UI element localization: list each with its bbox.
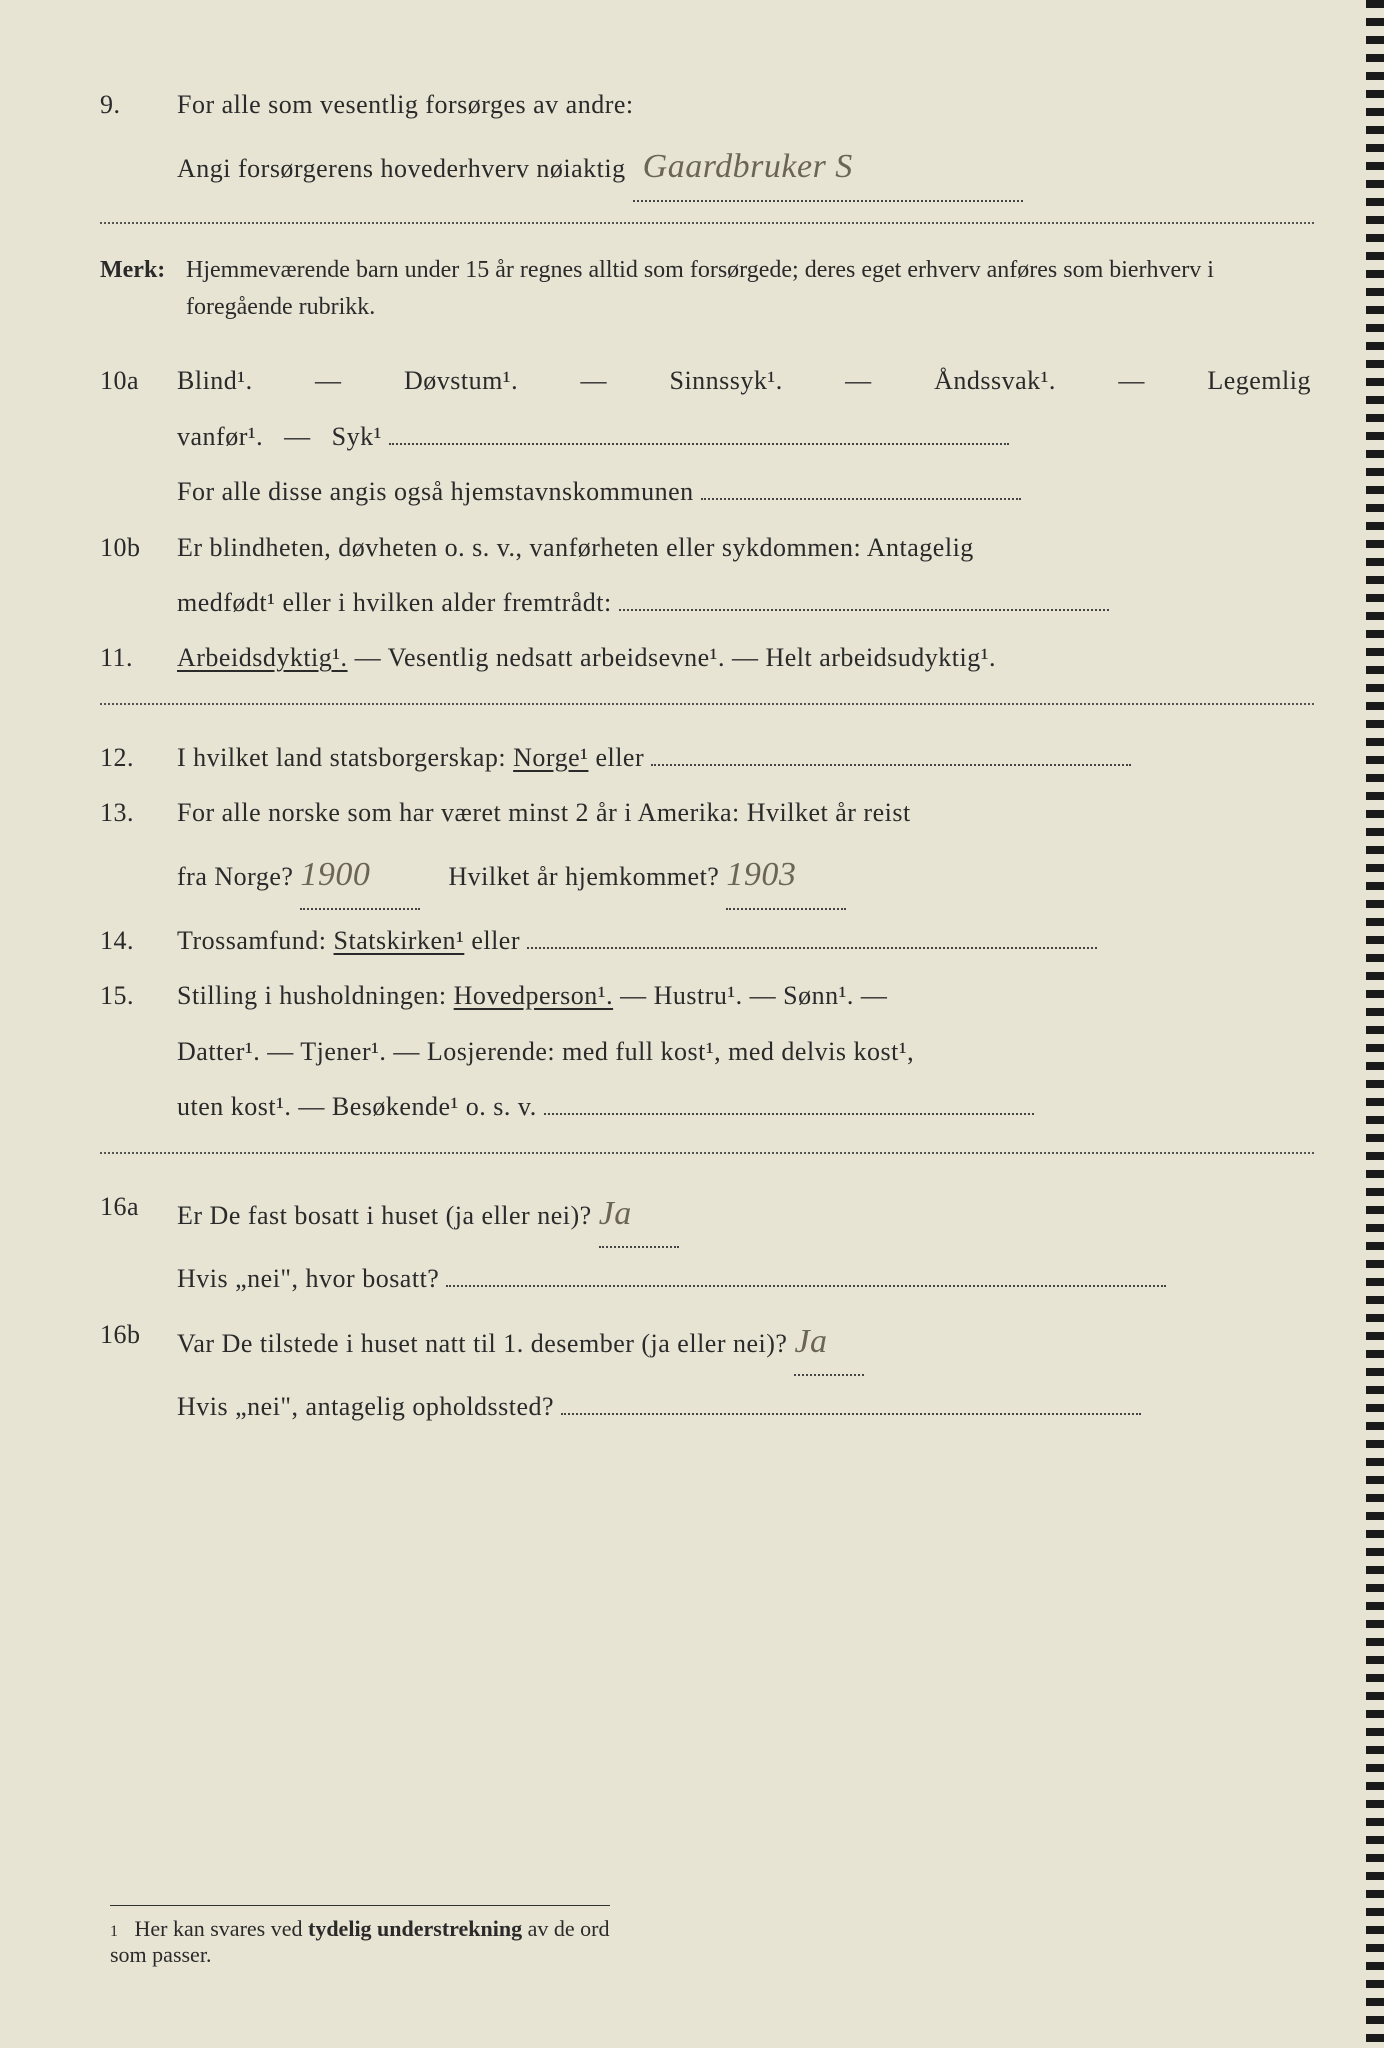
divider-1	[100, 222, 1314, 224]
q16a-hw: Ja	[599, 1195, 632, 1232]
q10a-opt1: Blind¹.	[177, 356, 253, 405]
q16a-fill2	[446, 1285, 1166, 1287]
q10a-opt2: Døvstum¹.	[404, 356, 518, 405]
q12-after: eller	[595, 743, 644, 772]
q11-number: 11.	[100, 633, 170, 682]
q11-line: 11. Arbeidsdyktig¹. — Vesentlig nedsatt …	[100, 633, 1314, 682]
q10b-text2: medfødt¹ eller i hvilken alder fremtrådt…	[177, 588, 612, 617]
q13-hw2: 1903	[726, 856, 796, 893]
q16b-fill1: Ja	[794, 1310, 864, 1377]
q16b-line2: Hvis „nei", antagelig opholdssted?	[100, 1382, 1314, 1431]
q14-text: Trossamfund:	[177, 926, 334, 955]
footnote-text: Her kan svares ved tydelig understreknin…	[110, 1916, 609, 1967]
q10a-opt5: Legemlig	[1207, 356, 1311, 405]
q9-fill: Gaardbruker S	[633, 135, 1023, 202]
q15-text1: Stilling i husholdningen:	[177, 981, 454, 1010]
q13-text2a: fra Norge?	[177, 862, 293, 891]
q9-number: 9.	[100, 80, 170, 129]
q9-text2: Angi forsørgerens hovederhverv nøiaktig	[177, 154, 626, 183]
q12-underlined: Norge¹	[513, 743, 588, 772]
q15-line3: uten kost¹. — Besøkende¹ o. s. v.	[100, 1082, 1314, 1131]
q16b-hw: Ja	[794, 1323, 827, 1360]
q15-underlined: Hovedperson¹.	[454, 981, 613, 1010]
q13-line2: fra Norge? 1900 Hvilket år hjemkommet? 1…	[100, 843, 1314, 910]
q9-handwritten: Gaardbruker S	[643, 148, 853, 185]
q12-text: I hvilket land statsborgerskap:	[177, 743, 513, 772]
q16a-number: 16a	[100, 1182, 170, 1231]
footnote-marker: 1	[110, 1923, 118, 1940]
q10b-fill	[619, 609, 1109, 611]
q13-fill2: 1903	[726, 843, 846, 910]
q10a-fill2	[701, 498, 1021, 500]
q10b-number: 10b	[100, 523, 170, 572]
q14-underlined: Statskirken¹	[334, 926, 465, 955]
q16b-text1: Var De tilstede i huset natt til 1. dese…	[177, 1329, 787, 1358]
q13-text1: For alle norske som har været minst 2 år…	[177, 788, 1311, 837]
q16a-line2: Hvis „nei", hvor bosatt?	[100, 1254, 1314, 1303]
footnote: 1 Her kan svares ved tydelig understrekn…	[110, 1905, 610, 1968]
q16b-number: 16b	[100, 1310, 170, 1359]
divider-2	[100, 703, 1314, 705]
q11-rest: — Vesentlig nedsatt arbeidsevne¹. — Helt…	[355, 643, 996, 672]
q10a-opt3: Sinnssyk¹.	[669, 356, 782, 405]
q15-rest1: — Hustru¹. — Sønn¹. —	[620, 981, 887, 1010]
q16b-line1: 16b Var De tilstede i huset natt til 1. …	[100, 1310, 1314, 1377]
merk-label: Merk:	[100, 252, 180, 289]
q15-fill	[544, 1113, 1034, 1115]
q10a-opt4: Åndssvak¹.	[934, 356, 1056, 405]
divider-3	[100, 1152, 1314, 1154]
q13-line1: 13. For alle norske som har været minst …	[100, 788, 1314, 837]
q12-line: 12. I hvilket land statsborgerskap: Norg…	[100, 733, 1314, 782]
q10a-line1: 10a Blind¹. — Døvstum¹. — Sinnssyk¹. — Å…	[100, 356, 1314, 405]
q10a-line2: vanfør¹. — Syk¹	[100, 412, 1314, 461]
q13-fill1: 1900	[300, 843, 420, 910]
q14-line: 14. Trossamfund: Statskirken¹ eller	[100, 916, 1314, 965]
q10a-fill1	[389, 443, 1009, 445]
q10b-line2: medfødt¹ eller i hvilken alder fremtrådt…	[100, 578, 1314, 627]
q12-fill	[651, 764, 1131, 766]
merk-text: Hjemmeværende barn under 15 år regnes al…	[186, 252, 1310, 326]
q13-hw1: 1900	[300, 856, 370, 893]
q13-number: 13.	[100, 788, 170, 837]
q10a-text3: For alle disse angis også hjemstavnskomm…	[177, 477, 694, 506]
merk-note: Merk: Hjemmeværende barn under 15 år reg…	[100, 252, 1314, 326]
q10a-vanfor: vanfør¹.	[177, 422, 263, 451]
q16a-text1: Er De fast bosatt i huset (ja eller nei)…	[177, 1201, 592, 1230]
q15-number: 15.	[100, 971, 170, 1020]
q16a-fill1: Ja	[599, 1182, 679, 1249]
q9-line2: Angi forsørgerens hovederhverv nøiaktig …	[100, 135, 1314, 202]
q16b-fill2	[561, 1413, 1141, 1415]
q10a-line3: For alle disse angis også hjemstavnskomm…	[100, 467, 1314, 516]
q12-number: 12.	[100, 733, 170, 782]
q15-line1: 15. Stilling i husholdningen: Hovedperso…	[100, 971, 1314, 1020]
q9-text1: For alle som vesentlig forsørges av andr…	[177, 80, 1311, 129]
q10b-text1: Er blindheten, døvheten o. s. v., vanfør…	[177, 523, 1311, 572]
q10a-number: 10a	[100, 356, 170, 405]
q16a-line1: 16a Er De fast bosatt i huset (ja eller …	[100, 1182, 1314, 1249]
q13-text2b: Hvilket år hjemkommet?	[448, 862, 719, 891]
q15-text3: uten kost¹. — Besøkende¹ o. s. v.	[177, 1092, 537, 1121]
q14-after: eller	[471, 926, 520, 955]
q10a-syk: Syk¹	[332, 422, 382, 451]
q10b-line1: 10b Er blindheten, døvheten o. s. v., va…	[100, 523, 1314, 572]
q14-fill	[527, 947, 1097, 949]
document-page: 9. For alle som vesentlig forsørges av a…	[0, 0, 1384, 1478]
q9-line1: 9. For alle som vesentlig forsørges av a…	[100, 80, 1314, 129]
q11-underlined: Arbeidsdyktig¹.	[177, 643, 348, 672]
q16b-text2: Hvis „nei", antagelig opholdssted?	[177, 1392, 554, 1421]
q16a-text2: Hvis „nei", hvor bosatt?	[177, 1264, 439, 1293]
q15-text2: Datter¹. — Tjener¹. — Losjerende: med fu…	[177, 1027, 1311, 1076]
q14-number: 14.	[100, 916, 170, 965]
q15-line2: Datter¹. — Tjener¹. — Losjerende: med fu…	[100, 1027, 1314, 1076]
